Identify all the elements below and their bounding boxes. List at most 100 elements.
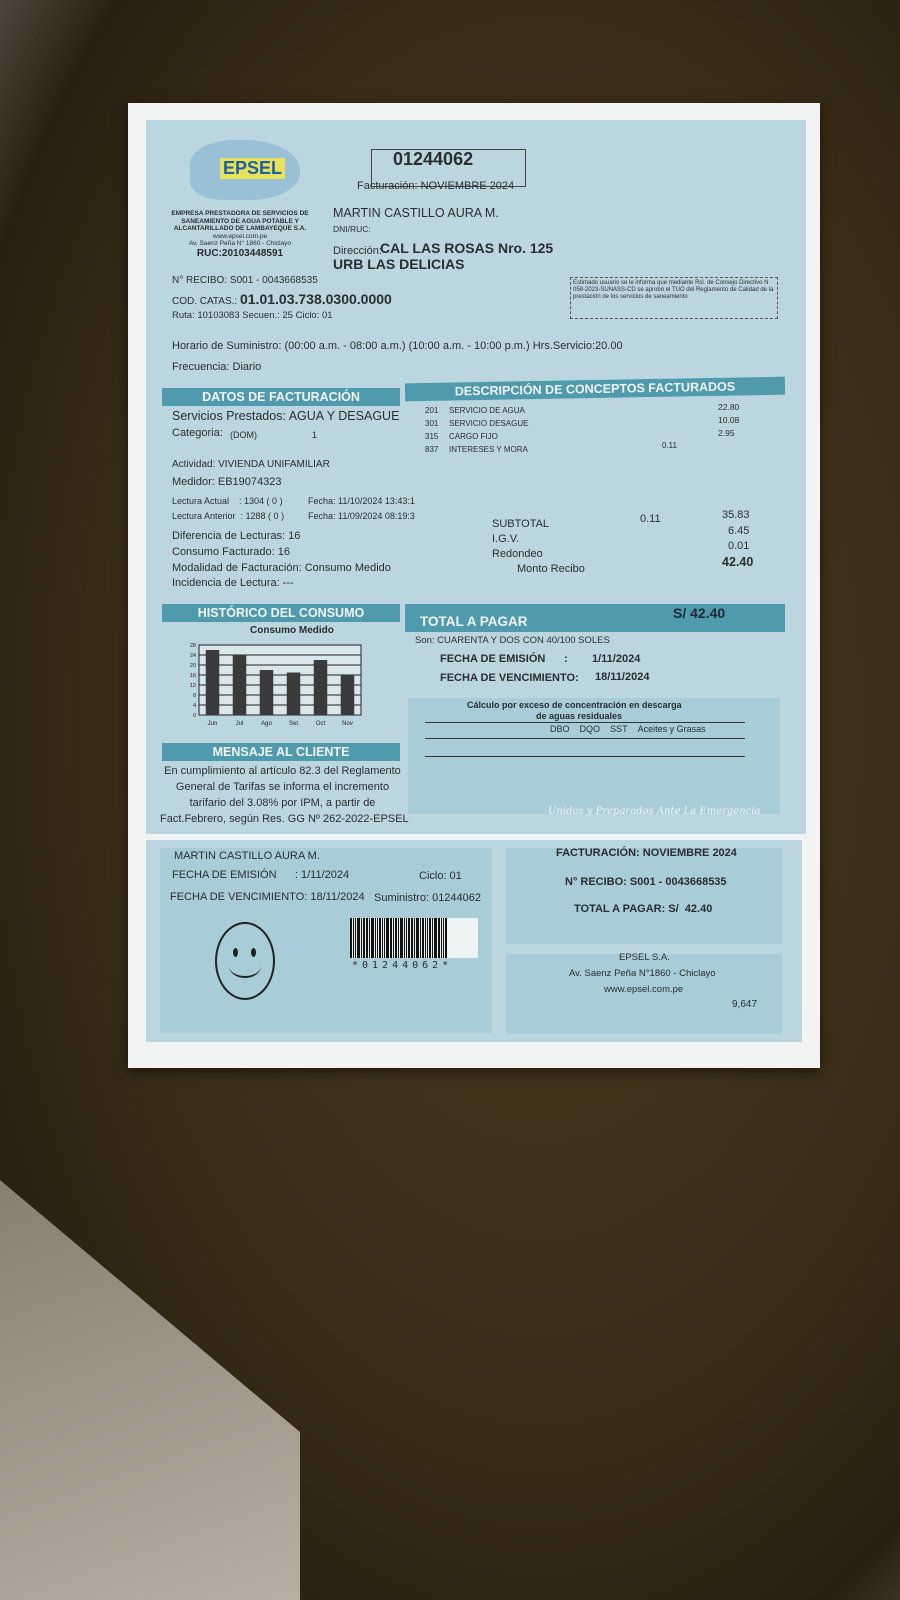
reading-incidence: Incidencia de Lectura: ---	[172, 577, 294, 589]
floor	[0, 1180, 300, 1600]
barcode-bar	[406, 918, 407, 958]
barcode-bar	[425, 918, 426, 958]
concept-code: 301	[425, 419, 439, 428]
concept-code: 837	[425, 445, 439, 454]
barcode-bar	[361, 918, 362, 958]
dni-label: DNI/RUC:	[333, 224, 371, 234]
previous-reading: Lectura Anterior : 1288 ( 0 )	[172, 511, 285, 521]
chart-bar	[232, 655, 247, 715]
company-line: SANEAMIENTO DE AGUA POTABLE Y	[181, 217, 299, 225]
barcode-bar	[416, 918, 419, 958]
stub-billing-period: FACTURACIÓN: NOVIEMBRE 2024	[556, 847, 737, 859]
barcode-bar	[375, 918, 376, 958]
issue-date-label: FECHA DE EMISIÓN	[440, 653, 546, 665]
category: (DOM)	[230, 430, 257, 440]
concept-description: SERVICIO DESAGUE	[449, 419, 529, 428]
previous-reading-date: Fecha: 11/09/2024 08:19:3	[308, 511, 415, 521]
igv: 6.45	[728, 525, 750, 537]
barcode-bar	[441, 918, 442, 958]
company-info: EMPRESA PRESTADORA DE SERVICIOS DE SANEAM…	[170, 210, 310, 259]
chart-bar	[340, 675, 355, 715]
barcode-bar	[395, 918, 397, 958]
subtotal-other: 0.11	[640, 513, 661, 525]
message-line: General de Tarifas se informa el increme…	[175, 781, 390, 793]
chart-y-tick: 0	[193, 713, 196, 719]
barcode-bar	[414, 918, 415, 958]
consumption-chart: 0 4 8 12 16 20 24 28 Jun Jul Ago Set Oct Nov	[190, 643, 362, 727]
stub-name: MARTIN CASTILLO AURA M.	[174, 850, 320, 862]
chart-y-tick: 16	[190, 673, 196, 679]
stub-due-date: FECHA DE VENCIMIENTO: 18/11/2024	[170, 891, 365, 903]
message-line: Fact.Febrero, según Res. GG Nº 262-2022-…	[160, 813, 409, 825]
barcode-bar	[379, 918, 381, 958]
smiley-icon	[215, 922, 275, 1000]
chart-y-tick: 28	[190, 643, 196, 649]
issue-date: 1/11/2024	[592, 653, 641, 665]
barcode-bar	[369, 918, 370, 958]
chart-x-tick: Oct	[316, 721, 326, 727]
company-line: ALCANTARILLADO DE LAMBAYEQUE S.A.	[173, 225, 307, 232]
barcode-bar	[366, 918, 368, 958]
barcode-text: *01244062*	[352, 960, 453, 971]
company-line: EMPRESA PRESTADORA DE SERVICIOS DE	[171, 210, 309, 217]
total-label: TOTAL A PAGAR	[420, 614, 528, 629]
wastewater-columns: DBO DQO SST Aceites y Grasas	[550, 724, 706, 734]
barcode-bar	[411, 918, 413, 958]
barcode-bar	[393, 918, 394, 958]
chart-bar	[286, 672, 301, 715]
barcode-bar	[377, 918, 378, 958]
barcode-bar	[355, 918, 356, 958]
rounding-label: Redondeo	[492, 548, 543, 560]
supply-schedule: Horario de Suministro: (00:00 a.m. - 08:…	[172, 340, 623, 352]
total-amount: S/ 42.40	[673, 605, 726, 621]
supply-number: 01244062	[393, 149, 474, 169]
current-reading-date: Fecha: 11/10/2024 13:43:1	[308, 496, 415, 506]
barcode-bar	[390, 918, 392, 958]
history-header: HISTÓRICO DEL CONSUMO	[162, 604, 400, 622]
subtotal: 35.83	[722, 509, 750, 521]
address-line-2: URB LAS DELICIAS	[333, 256, 465, 272]
services: Servicios Prestados: AGUA Y DESAGUE	[172, 409, 400, 423]
stub-cycle: Ciclo: 01	[419, 870, 462, 882]
divider	[425, 756, 745, 757]
column-sst: SST	[610, 724, 628, 734]
barcode-bar	[363, 918, 365, 958]
activity: Actividad: VIVIENDA UNIFAMILIAR	[172, 459, 330, 470]
cod-catas-value: 01.01.03.738.0300.0000	[239, 291, 392, 307]
company-website: www.epsel.com.pe	[212, 232, 268, 240]
chart-x-tick: Jul	[236, 721, 244, 727]
concept-code: 201	[425, 406, 439, 415]
chart-x-tick: Set	[289, 721, 298, 727]
message-line: tarifario del 3.08% por IPM, a partir de	[189, 797, 376, 809]
stub-right-top	[506, 848, 782, 944]
chart-plot-area	[198, 644, 362, 716]
barcode-bar	[398, 918, 399, 958]
column-dbo: DBO	[550, 724, 570, 734]
barcode-bar	[445, 918, 447, 958]
barcode-bar	[420, 918, 421, 958]
regulatory-notice: Estimado usuario se le informa que media…	[570, 277, 778, 319]
stub-website: www.epsel.com.pe	[604, 984, 684, 995]
stub-supply: Suministro: 01244062	[374, 892, 482, 904]
rounding: 0.01	[728, 540, 750, 552]
chart-y-tick: 20	[190, 663, 196, 669]
barcode-bar	[371, 918, 374, 958]
category-label: Categoria:	[172, 427, 223, 439]
chart-bar	[205, 650, 220, 715]
concept-amount: 22.80	[718, 402, 740, 412]
chart-x-tick: Nov	[342, 721, 353, 727]
chart-bar	[259, 670, 274, 715]
address-label: Dirección:	[333, 245, 382, 257]
epsel-logo: EPSEL	[190, 140, 300, 200]
stub-receipt-number: N° RECIBO: S001 - 0043668535	[565, 876, 727, 888]
concept-description: CARGO FIJO	[449, 432, 498, 441]
barcode-bar	[384, 918, 385, 958]
stub-right-bottom	[506, 954, 782, 1034]
receipt-amount: 42.40	[722, 555, 754, 569]
barcode-bar	[438, 918, 440, 958]
igv-label: I.G.V.	[492, 533, 520, 545]
barcode-bar	[357, 918, 360, 958]
chart-x-tick: Ago	[261, 721, 272, 727]
address-line-1: CAL LAS ROSAS Nro. 125	[380, 240, 554, 256]
subtotal-label: SUBTOTAL	[492, 518, 550, 530]
